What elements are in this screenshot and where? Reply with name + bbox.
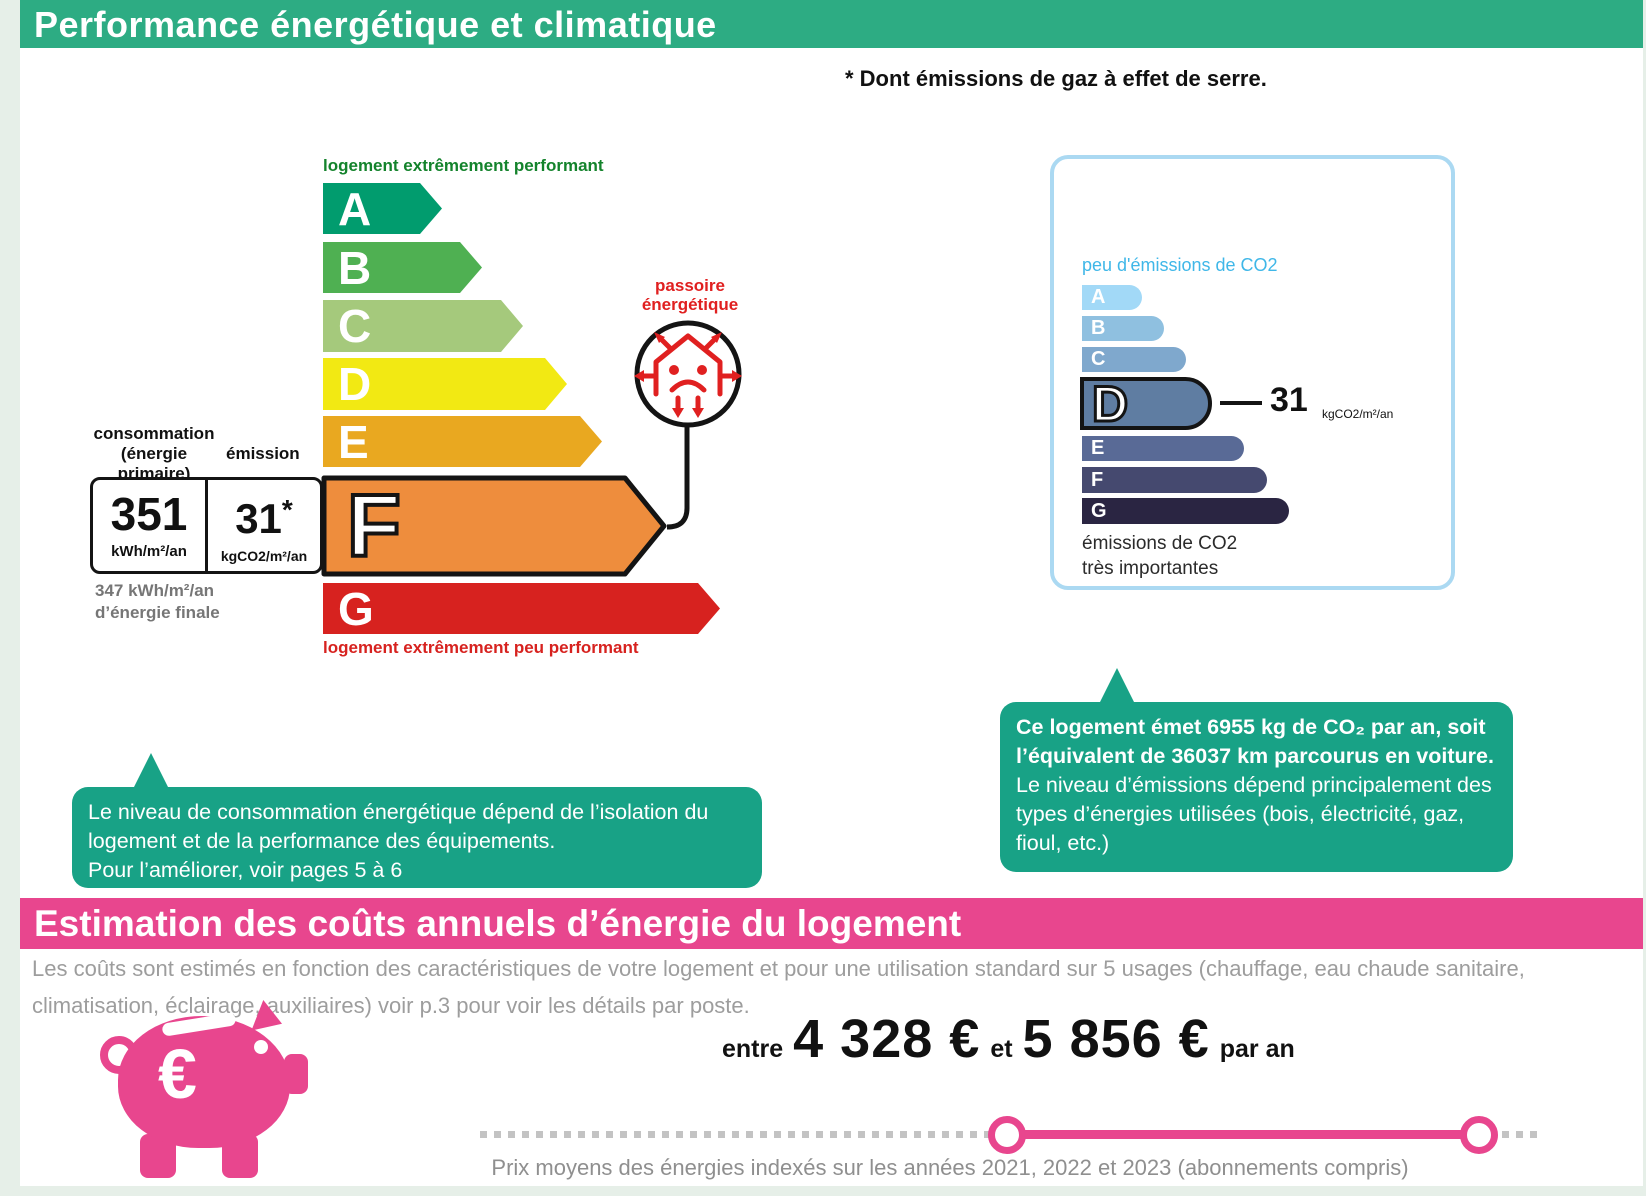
callout-left-pointer	[134, 753, 168, 787]
energy-class-F-letter: F	[345, 476, 403, 575]
cost-range-handle-min	[988, 1116, 1026, 1154]
cost-max-value: 5 856 €	[1022, 1009, 1210, 1069]
costs-description: Les coûts sont estimés en fonction des c…	[32, 956, 1525, 1018]
piggy-euro-symbol: €	[158, 1035, 197, 1113]
section-title-costs: Estimation des coûts annuels d’énergie d…	[34, 903, 962, 944]
piggy-bank-icon: €	[100, 992, 310, 1192]
primary-energy-value: 351	[110, 488, 188, 540]
consumption-value-box: 351 kWh/m²/an 31* kgCO2/m²/an	[90, 477, 323, 574]
consumption-label: consommation (énergie primaire)	[93, 424, 215, 483]
section-header-costs: Estimation des coûts annuels d’énergie d…	[20, 898, 1643, 949]
section-title-energy: Performance énergétique et climatique	[34, 4, 717, 45]
emission-asterisk: *	[281, 494, 293, 525]
co2-value-unit: kgCO2/m²/an	[1322, 407, 1394, 421]
primary-energy-unit: kWh/m²/an	[111, 543, 187, 560]
callout-co2: Ce logement émet 6955 kg de CO₂ par an, …	[1000, 702, 1513, 872]
emission-value: 31*	[235, 494, 293, 542]
energy-class-D: D	[323, 358, 567, 410]
primary-energy-cell: 351 kWh/m²/an	[93, 480, 208, 571]
co2-class-E: E	[1082, 436, 1244, 461]
final-energy-note: 347 kWh/m²/an d’énergie finale	[95, 581, 220, 622]
energy-sieve-icon	[634, 320, 742, 428]
co2-value: 31	[1270, 381, 1308, 419]
energy-class-A: A	[323, 183, 442, 234]
energy-class-G: G	[323, 583, 720, 634]
callout-co2-bold: Ce logement émet 6955 kg de CO₂ par an, …	[1016, 715, 1494, 768]
cost-word-entre: entre	[722, 1035, 784, 1063]
energy-class-B: B	[323, 242, 482, 293]
emission-label: émission	[226, 444, 300, 463]
callout-co2-normal: Le niveau d’émissions dépend principalem…	[1016, 773, 1492, 855]
co2-class-C: C	[1082, 347, 1186, 372]
epc-top-label: logement extrêmement performant	[323, 156, 604, 175]
cost-range-handle-max	[1460, 1116, 1498, 1154]
callout-consumption: Le niveau de consommation énergétique dé…	[72, 787, 762, 888]
ghg-footnote: * Dont émissions de gaz à effet de serre…	[845, 66, 1267, 91]
co2-top-label: peu d'émissions de CO2	[1082, 255, 1278, 275]
co2-class-A: A	[1082, 285, 1142, 310]
co2-bottom-label: émissions de CO2 très importantes	[1082, 533, 1238, 579]
co2-class-F: F	[1082, 467, 1267, 493]
passoire-label: passoire énergétique	[641, 276, 739, 314]
epc-bottom-label: logement extrêmement peu performant	[323, 638, 639, 657]
co2-class-B: B	[1082, 316, 1164, 341]
annual-cost-estimate: entre 4 328 € et 5 856 € par an	[722, 1008, 1295, 1070]
emission-unit: kgCO2/m²/an	[220, 548, 308, 564]
energy-class-E: E	[323, 416, 602, 467]
cost-range-fill	[1000, 1130, 1472, 1139]
price-index-caption: Prix moyens des énergies indexés sur les…	[491, 1155, 1409, 1180]
sieve-connector-line	[666, 426, 690, 530]
callout-right-pointer	[1100, 668, 1134, 702]
energy-class-F-arrow	[321, 475, 667, 577]
section-header-energy: Performance énergétique et climatique	[20, 0, 1643, 48]
co2-class-G: G	[1082, 498, 1289, 524]
cost-min-value: 4 328 €	[793, 1009, 981, 1069]
co2-class-D-letter: D	[1090, 375, 1129, 432]
piggy-eye	[254, 1040, 268, 1054]
energy-class-C: C	[323, 300, 523, 352]
emission-cell: 31* kgCO2/m²/an	[208, 480, 320, 571]
co2-pointer-line	[1220, 401, 1262, 405]
co2-class-D-bar: D	[1080, 377, 1212, 430]
cost-word-et: et	[990, 1035, 1013, 1063]
cost-word-paran: par an	[1219, 1035, 1295, 1063]
